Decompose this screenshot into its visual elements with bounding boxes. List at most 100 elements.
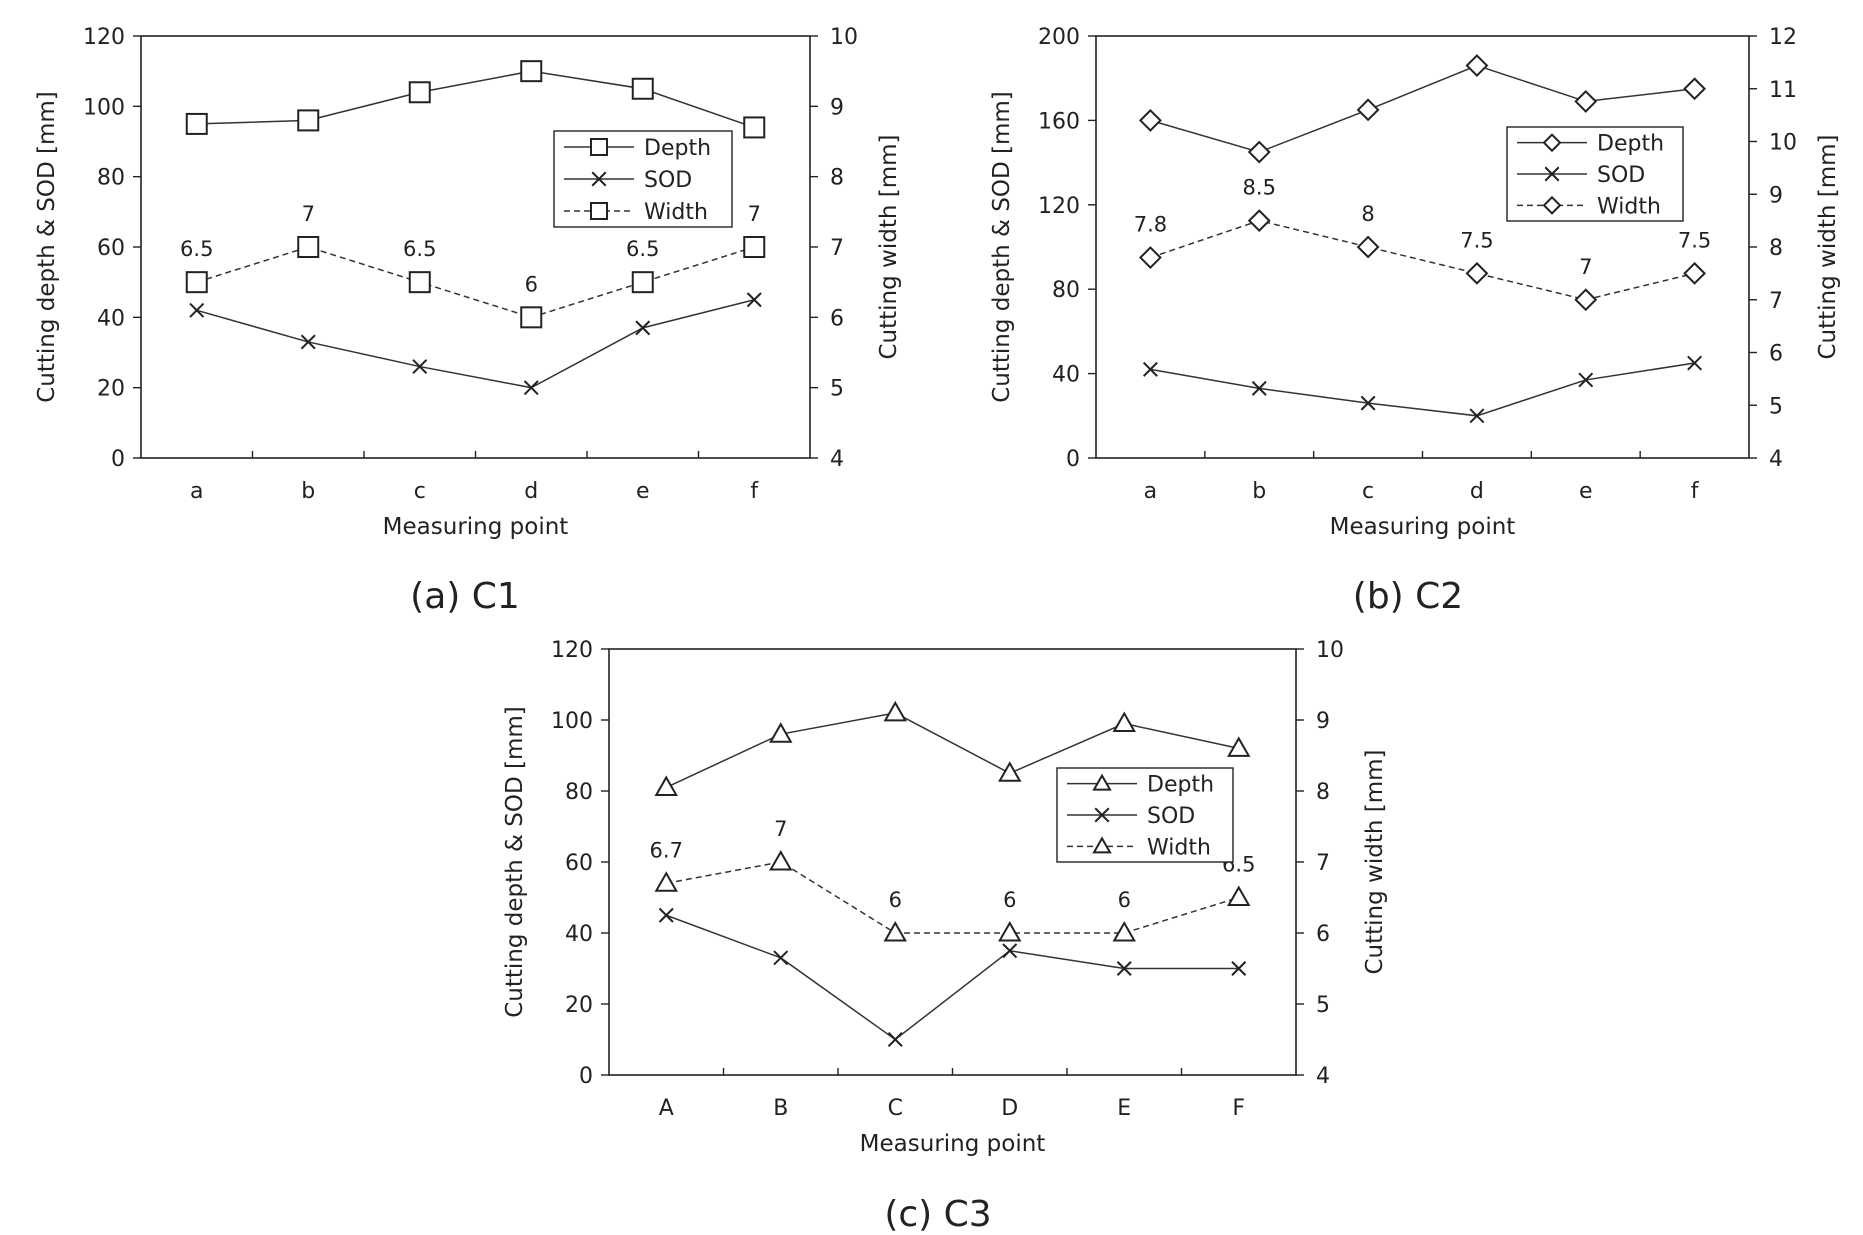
c1-sod-point (635, 320, 651, 336)
caption-c3: (c) C3 (884, 1194, 991, 1235)
c1-y2tick-label: 9 (830, 95, 844, 120)
c1-y2tick-label: 7 (830, 236, 844, 261)
c3-ytick-label: 100 (551, 709, 593, 734)
c3-ytick-label: 20 (565, 993, 593, 1018)
c3-legend-sod-marker (1094, 807, 1110, 823)
c2-legend-depth-label: Depth (1597, 132, 1664, 157)
c1-width-line (196, 246, 755, 319)
c1-legend-depth-label: Depth (644, 136, 711, 161)
c1-xtick-label: e (636, 479, 650, 504)
c2-width-point (1465, 261, 1489, 285)
c2-sod-point (1469, 408, 1485, 424)
c1-depth-point (408, 81, 431, 104)
c2-y2tick-label: 7 (1769, 289, 1783, 314)
c2-legend-width-marker (1542, 195, 1562, 215)
c2-xtick-label: d (1470, 479, 1484, 504)
c1-legend: Depth SOD Width (553, 130, 733, 228)
caption-c2: (b) C2 (1353, 576, 1463, 617)
c1-y2tick-label: 10 (830, 25, 858, 50)
c3-legend-sod-label: SOD (1147, 804, 1195, 829)
c1-legend-width-marker (590, 202, 608, 220)
c3-ytick-label: 80 (565, 780, 593, 805)
c2-width-data-label: 7.5 (1678, 228, 1711, 252)
c3-depth-point (883, 700, 907, 722)
c1-sod-point (523, 380, 539, 396)
c3-width-data-label: 6 (1003, 888, 1016, 912)
c2-series-depth (1139, 54, 1706, 164)
c2-width-data-label: 8.5 (1243, 176, 1276, 200)
c3-width-point (1112, 920, 1136, 942)
chart-c2: 0 40 80 120 160 200 4 5 6 7 8 9 10 11 12 a b c d e f Measurin… (989, 25, 1841, 540)
c2-xlabel: Measuring point (1330, 514, 1516, 540)
c2-y2tick-label: 9 (1769, 183, 1783, 208)
c1-width-data-label: 7 (302, 202, 315, 226)
c3-legend-width-marker (1092, 836, 1112, 854)
c1-y2label: Cutting width [mm] (876, 134, 902, 359)
c3-depth-line (665, 712, 1239, 789)
c3-width-data-label: 6 (889, 888, 902, 912)
c1-sod-point (412, 359, 428, 375)
c3-xtick-label: B (773, 1096, 788, 1121)
c3-xlabel: Measuring point (860, 1131, 1046, 1157)
c2-ytick-label: 80 (1052, 278, 1080, 303)
c2-depth-point (1139, 108, 1162, 132)
c1-width-point (408, 271, 431, 294)
c1-ylabel: Cutting depth & SOD [mm] (34, 91, 60, 403)
c2-depth-point (1683, 77, 1706, 101)
c3-depth-point (1112, 711, 1136, 733)
c3-width-data-label: 6 (1118, 888, 1131, 912)
c3-series-depth (654, 700, 1251, 796)
c3-sod-point (1002, 943, 1018, 959)
c3-ylabel: Cutting depth & SOD [mm] (502, 706, 528, 1018)
c2-y2tick-label: 4 (1769, 447, 1783, 472)
c1-legend-width-label: Width (644, 200, 708, 225)
c2-ytick-label: 40 (1052, 363, 1080, 388)
c3-xtick-label: E (1117, 1096, 1131, 1121)
c3-sod-line (665, 914, 1239, 1041)
c3-width-point (769, 849, 793, 871)
c3-width-data-label: 6.7 (650, 838, 683, 862)
c1-xlabel: Measuring point (383, 514, 569, 540)
c3-legend-depth-marker (1092, 773, 1112, 791)
c3-sod-point (773, 950, 789, 966)
c1-width-point (297, 236, 320, 258)
c1-depth-point (631, 77, 654, 100)
c1-y2tick-label: 4 (830, 447, 844, 472)
c2-legend-sod-marker (1544, 166, 1560, 182)
caption-c1: (a) C1 (410, 576, 520, 617)
c2-series-width: 7.8 8.5 8 7.5 7 7.5 (1134, 176, 1711, 312)
c3-y2tick-label: 6 (1316, 922, 1330, 947)
c1-width-point (631, 271, 654, 294)
c2-width-line (1150, 219, 1695, 301)
c2-xtick-label: f (1691, 479, 1700, 504)
c3-sod-point (1116, 961, 1132, 976)
c2-y2tick-label: 6 (1769, 342, 1783, 367)
c2-ytick-label: 120 (1038, 194, 1080, 219)
c1-legend-sod-marker (591, 171, 607, 187)
c1-y2tick-label: 6 (830, 306, 844, 331)
c2-sod-line (1150, 362, 1695, 417)
c1-sod-point (746, 292, 762, 308)
c2-sod-point (1360, 395, 1376, 411)
c2-xtick-label: b (1252, 479, 1266, 504)
c2-legend-width-label: Width (1597, 194, 1661, 219)
c1-sod-point (300, 334, 316, 350)
c2-legend-depth-marker (1542, 133, 1562, 153)
c3-legend-depth-label: Depth (1147, 773, 1214, 798)
c3-sod-point (658, 907, 674, 923)
c3-y2tick-label: 7 (1316, 851, 1330, 876)
c2-sod-point (1578, 372, 1594, 388)
c2-plot-frame (1095, 35, 1750, 459)
c1-sod-line (196, 299, 755, 389)
chart-c1: 0 20 40 60 80 100 120 4 5 6 7 8 9 10 a b c d e f Measuring p… (34, 25, 902, 540)
c2-depth-point (1356, 98, 1380, 122)
c2-depth-point (1465, 54, 1489, 77)
c1-depth-point (185, 112, 208, 135)
c1-ytick-label: 100 (83, 95, 125, 120)
c3-y2tick-label: 8 (1316, 780, 1330, 805)
c2-legend-sod-label: SOD (1597, 163, 1645, 188)
c1-xtick-label: b (301, 479, 315, 504)
chart-c3: 0 20 40 60 80 100 120 4 5 6 7 8 9 10 A B C D E F Measuring p… (502, 638, 1388, 1157)
c1-ytick-label: 60 (97, 236, 125, 261)
